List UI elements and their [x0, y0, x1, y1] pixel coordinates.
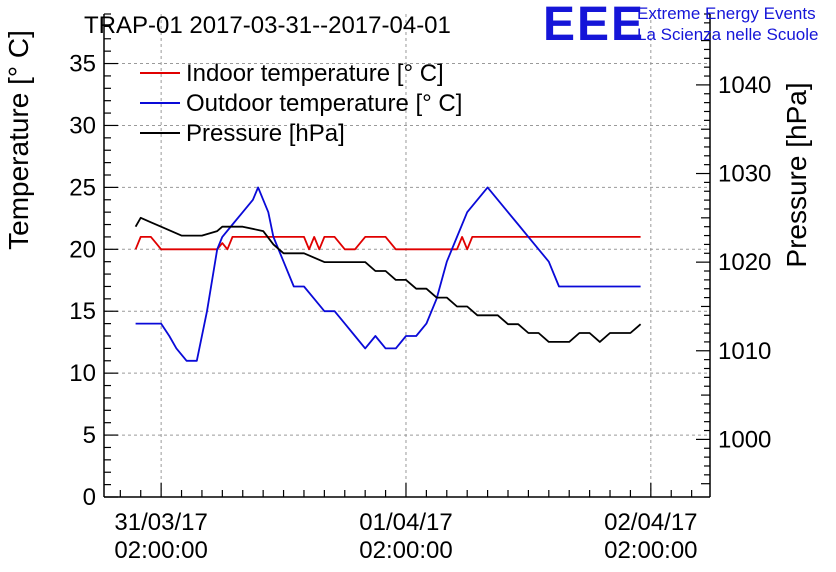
y2-tick-label: 1030 — [718, 161, 771, 188]
series-layer — [134, 186, 642, 362]
x-tick-label-time: 02:00:00 — [604, 537, 697, 564]
legend-label-3: Pressure [hPa] — [186, 120, 345, 147]
logo-line-2: La Scienza nelle Scuole — [637, 25, 818, 44]
y-tick-label: 5 — [83, 422, 96, 449]
legend-label-2: Outdoor temperature [° C] — [186, 90, 462, 117]
legend: Indoor temperature [° C] Outdoor temperat… — [140, 60, 462, 147]
eee-logo: EEE Extreme Energy Events La Scienza nel… — [543, 0, 818, 51]
y-tick-label: 0 — [83, 484, 96, 511]
y-tick-label: 15 — [69, 298, 96, 325]
y-tick-label: 20 — [69, 236, 96, 263]
series-line-2 — [135, 186, 641, 362]
series-line-3 — [134, 216, 642, 343]
y-tick-label: 10 — [69, 360, 96, 387]
axes-layer: 0 5 10 15 20 25 30 35 1000 1010 1020 1030 1040 31/03/… — [69, 13, 771, 564]
y-tick-label: 35 — [69, 51, 96, 78]
y-axis-title: Temperature [° C] — [3, 30, 34, 250]
y2-tick-label: 1040 — [718, 72, 771, 99]
y2-tick-label: 1000 — [718, 426, 771, 453]
y2-axis-title: Pressure [hPa] — [781, 82, 812, 267]
y2-tick-label: 1020 — [718, 249, 771, 276]
chart-title: TRAP-01 2017-03-31--2017-04-01 — [84, 12, 451, 39]
x-tick-label-date: 01/04/17 — [359, 509, 452, 536]
logo-line-1: Extreme Energy Events — [637, 4, 816, 23]
series-line-1 — [134, 235, 641, 251]
x-tick-label-time: 02:00:00 — [359, 537, 452, 564]
y2-tick-label: 1010 — [718, 338, 771, 365]
y-tick-label: 25 — [69, 174, 96, 201]
legend-label-1: Indoor temperature [° C] — [186, 60, 444, 87]
x-tick-label-time: 02:00:00 — [114, 537, 207, 564]
x-tick-label-date: 31/03/17 — [114, 509, 207, 536]
logo-mark: EEE — [543, 0, 645, 51]
y-tick-label: 30 — [69, 112, 96, 139]
x-tick-label-date: 02/04/17 — [604, 509, 697, 536]
